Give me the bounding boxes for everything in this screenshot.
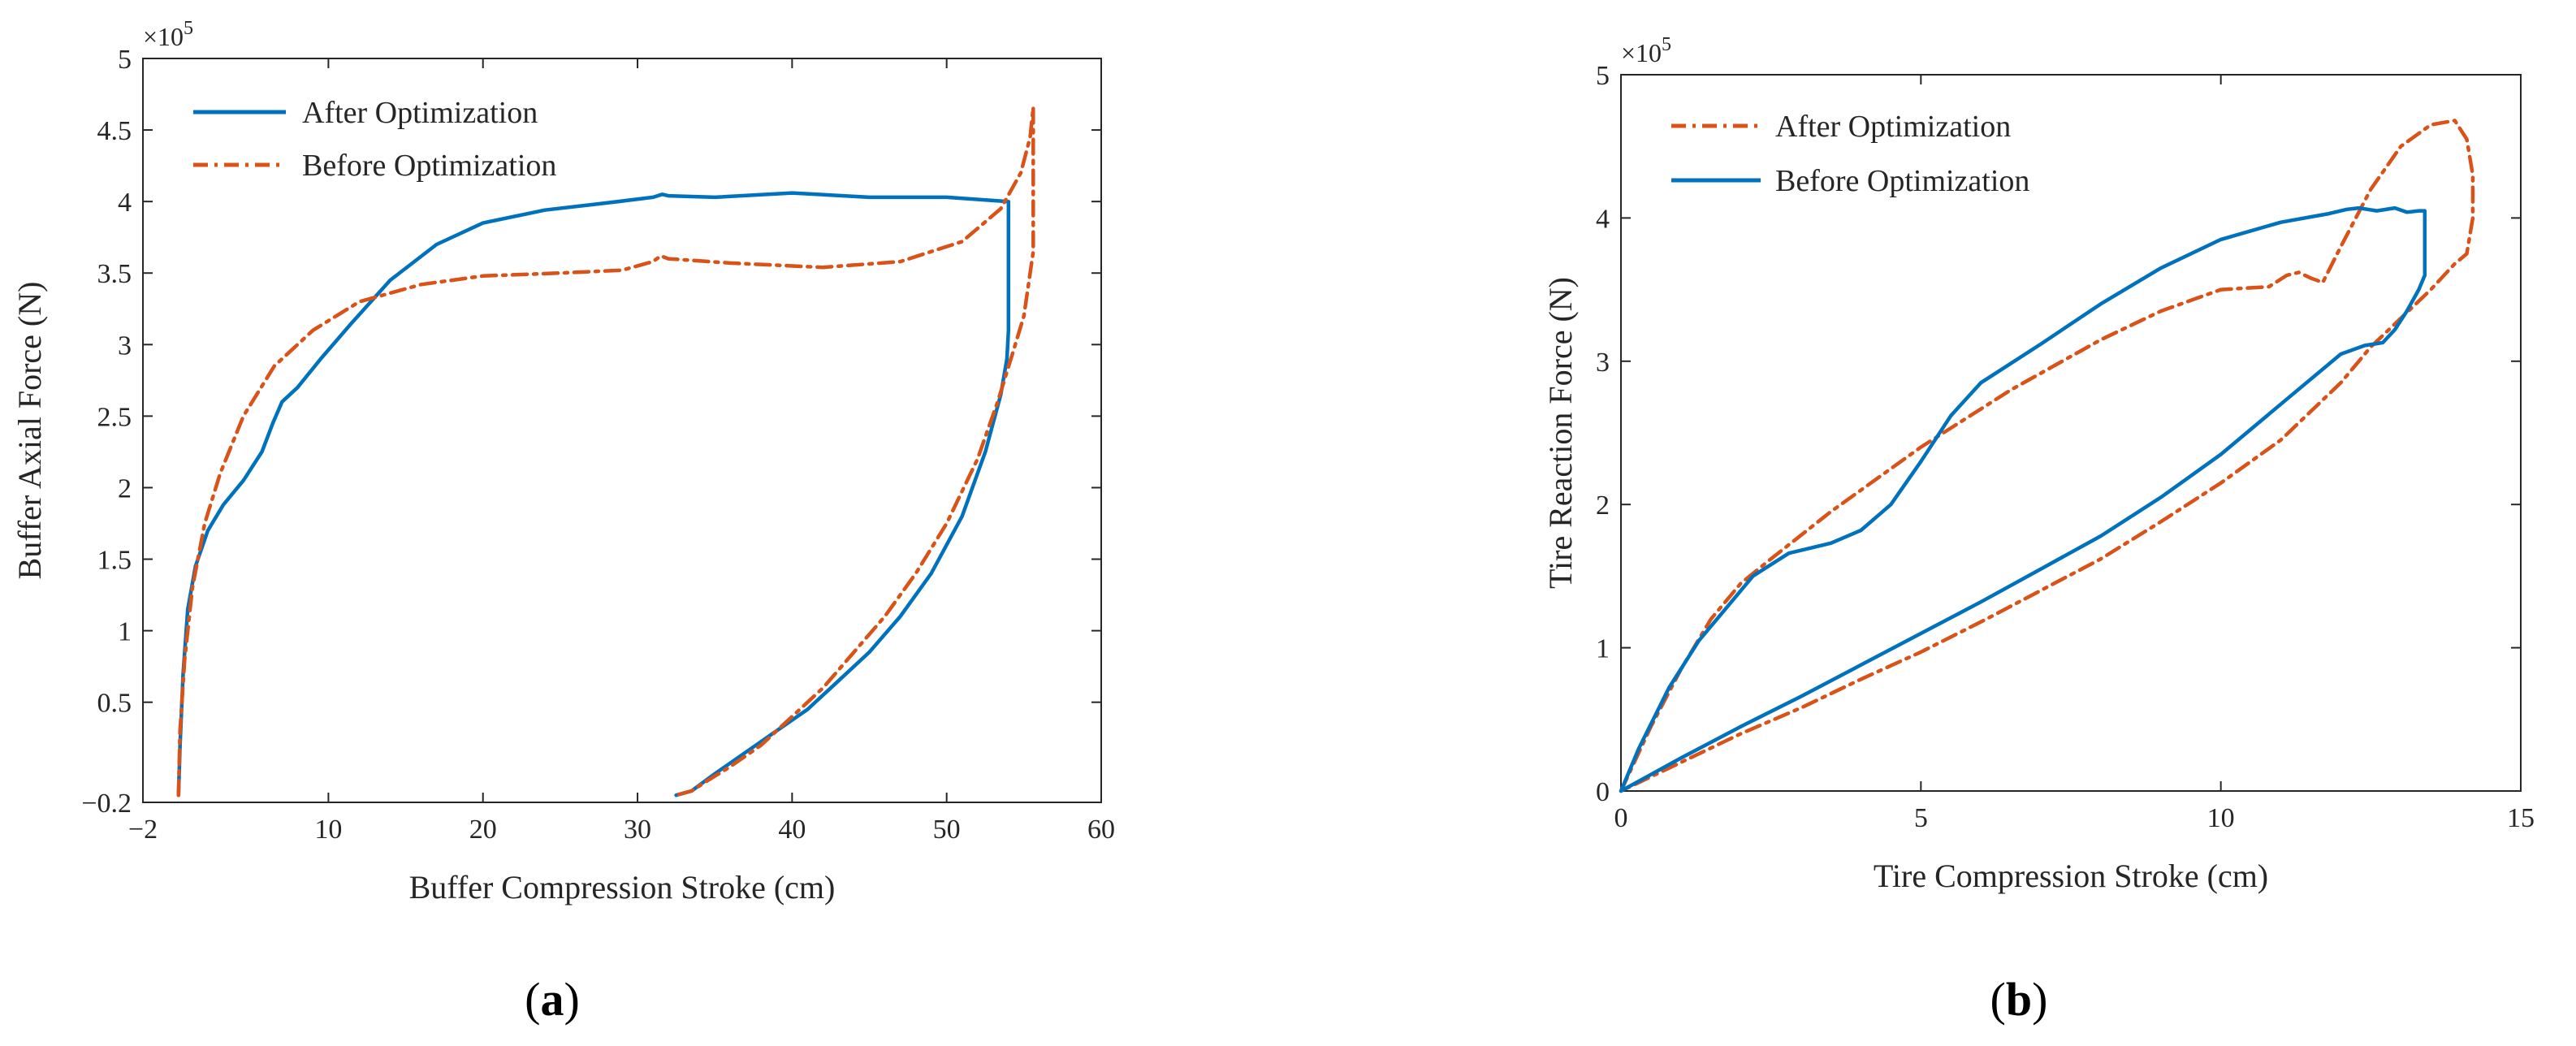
panel-b-y-tick-label-4: 4: [1596, 204, 1610, 234]
panel-a-x-axis-title: Buffer Compression Stroke (cm): [409, 869, 836, 906]
panel-b-x-axis: 0 5 10 15: [1614, 75, 2535, 833]
panel-a-series-group: [176, 105, 1035, 797]
panel-a-y-tick-label-10: 5: [118, 45, 132, 75]
panel-b-y-tick-label-1: 1: [1596, 634, 1610, 664]
panel-a-legend-label-0: After Optimization: [302, 96, 538, 130]
panel-b-x-tick-label-0: 0: [1614, 803, 1628, 833]
panel-a-y-tick-label-7: 3.5: [97, 259, 132, 289]
panel-b-legend-label-0: After Optimization: [1775, 110, 2011, 144]
panel-b-plot-frame: [1620, 74, 2522, 792]
panel-a-y-tick-label-1: 0.5: [97, 689, 132, 719]
panel-a-x-tick-label-2: 20: [469, 815, 497, 845]
panel-a-chart: −2 10 20 30 40 50 60 −0.20.511.522.533.544.55 …: [11, 18, 1115, 1026]
panel-a-y-tick-label-5: 2.5: [97, 402, 132, 432]
panel-b-series-line-before-optimization: [1619, 205, 2427, 793]
panel-a-legend-label-1: Before Optimization: [302, 149, 556, 183]
panel-b-y-tick-label-0: 0: [1596, 777, 1610, 807]
panel-a-y-tick-label-9: 4.5: [97, 116, 132, 146]
panel-a-y-axis-title: Buffer Axial Force (N): [11, 282, 48, 580]
panel-a-x-tick-label-6: 60: [1087, 815, 1115, 845]
panel-a-x-tick-label-0: −2: [128, 815, 158, 845]
panel-a-x-tick-label-5: 50: [933, 815, 961, 845]
panel-b-x-tick-label-1: 5: [1914, 803, 1928, 833]
panel-a-x-tick-label-1: 10: [314, 815, 342, 845]
panel-b-y-exponent: ×105: [1621, 34, 1671, 67]
panel-b-legend-label-1: Before Optimization: [1775, 164, 2029, 198]
panel-a-y-tick-label-8: 4: [118, 188, 132, 218]
panel-b-x-axis-title: Tire Compression Stroke (cm): [1874, 858, 2268, 894]
panel-b-x-tick-label-3: 15: [2507, 803, 2535, 833]
panel-a-y-tick-label-0: −0.2: [81, 789, 132, 819]
panel-a-label: (a): [525, 973, 580, 1026]
panel-b-series-line-after-optimization: [1619, 119, 2475, 793]
panel-b-y-tick-label-5: 5: [1596, 61, 1610, 91]
panel-a-y-tick-label-4: 2: [118, 473, 132, 504]
panel-b-y-tick-label-3: 3: [1596, 348, 1610, 378]
panel-b-legend: After Optimization Before Optimization: [1671, 110, 2029, 198]
panel-b-chart: 0 5 10 15 0 1 2 3 4 5 ×105 Tire Compression Stro…: [1542, 34, 2535, 1026]
panel-a-x-tick-label-3: 30: [624, 815, 651, 845]
panel-a-series-line-before-optimization: [176, 105, 1035, 797]
panel-a-legend: After Optimization Before Optimization: [193, 96, 556, 183]
panel-b-y-tick-label-2: 2: [1596, 491, 1610, 521]
panel-a-plot-frame: [142, 58, 1102, 803]
panel-b-series-group: [1619, 119, 2475, 793]
panel-a-y-tick-label-3: 1.5: [97, 546, 132, 576]
panel-a-x-tick-label-4: 40: [778, 815, 806, 845]
panel-b-y-axis-title: Tire Reaction Force (N): [1542, 277, 1579, 589]
panel-a-y-tick-label-2: 1: [118, 617, 132, 647]
panel-b-label: (b): [1990, 973, 2048, 1026]
panel-a-x-axis: −2 10 20 30 40 50 60: [128, 58, 1115, 845]
panel-b-y-axis: 0 1 2 3 4 5: [1596, 61, 2521, 807]
panel-b-x-tick-label-2: 10: [2207, 803, 2235, 833]
panel-a-y-axis: −0.2 0.5 1 1.5 2 2.5 3 3.5 4 4.5 5: [81, 45, 1101, 819]
panel-a-series-line-after-optimization: [176, 191, 1011, 797]
panel-a-y-tick-label-6: 3: [118, 331, 132, 361]
panel-a-y-exponent: ×105: [143, 18, 193, 51]
